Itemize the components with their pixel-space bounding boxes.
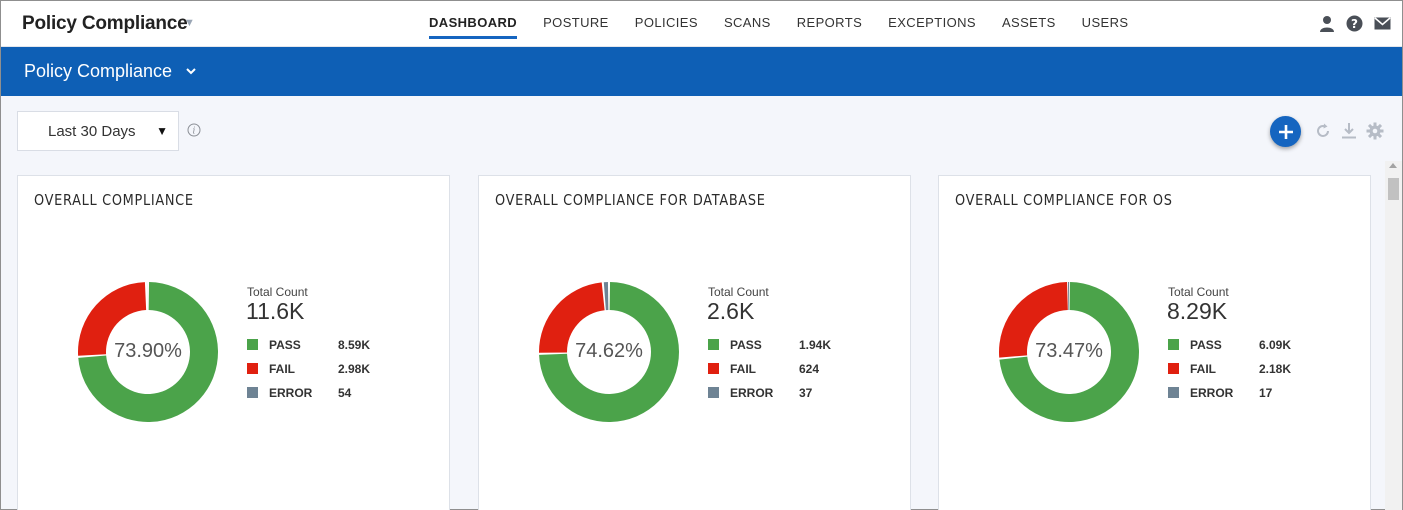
legend-item-error[interactable]: ERROR 37: [708, 386, 878, 400]
legend-label: FAIL: [269, 362, 295, 376]
compliance-card: OVERALL COMPLIANCE 73.90% Total Count 11…: [17, 175, 450, 510]
plus-icon: [1278, 124, 1293, 139]
tab-policies[interactable]: POLICIES: [634, 15, 698, 30]
donut-slice-fail[interactable]: [539, 282, 605, 353]
legend-item-error[interactable]: ERROR 54: [247, 386, 417, 400]
legend-item-error[interactable]: ERROR 17: [1168, 386, 1338, 400]
chevron-down-icon[interactable]: [184, 64, 198, 78]
tab-scans[interactable]: SCANS: [723, 15, 771, 30]
total-count-value: 11.6K: [246, 298, 305, 324]
donut-chart[interactable]: [539, 282, 679, 422]
total-count-label: Total Count: [1168, 285, 1229, 299]
compliance-percent: 73.90%: [114, 340, 182, 362]
pass-swatch: [708, 339, 719, 350]
error-swatch: [1168, 387, 1179, 398]
legend-label: ERROR: [269, 386, 313, 400]
legend-item-fail[interactable]: FAIL 624: [708, 362, 878, 376]
legend-item-fail[interactable]: FAIL 2.18K: [1168, 362, 1338, 376]
user-icon[interactable]: [1317, 14, 1336, 33]
card-title: OVERALL COMPLIANCE FOR OS: [955, 191, 1173, 209]
compliance-percent: 74.62%: [575, 340, 643, 362]
fail-swatch: [247, 363, 258, 374]
total-count-label: Total Count: [247, 285, 308, 299]
module-bar: Policy Compliance: [1, 47, 1402, 96]
legend-value: 8.59K: [338, 338, 371, 352]
legend-label: FAIL: [730, 362, 756, 376]
svg-text:i: i: [193, 127, 196, 137]
legend-label: PASS: [730, 338, 762, 352]
tab-posture[interactable]: POSTURE: [543, 15, 609, 30]
donut-chart[interactable]: [78, 282, 218, 422]
legend-value: 2.18K: [1259, 362, 1292, 376]
add-widget-button[interactable]: [1270, 116, 1301, 147]
legend-item-pass[interactable]: PASS 8.59K: [247, 338, 417, 352]
legend-item-pass[interactable]: PASS 6.09K: [1168, 338, 1338, 352]
tab-dashboard[interactable]: DASHBOARD: [416, 1, 530, 47]
settings-icon[interactable]: [1366, 122, 1384, 140]
donut-slice-pass[interactable]: [999, 282, 1139, 422]
legend-value: 6.09K: [1259, 338, 1292, 352]
legend-label: PASS: [269, 338, 301, 352]
date-range-select[interactable]: Last 30 Days ▼: [17, 111, 179, 151]
fail-swatch: [708, 363, 719, 374]
donut-slice-fail[interactable]: [78, 282, 147, 356]
compliance-card: OVERALL COMPLIANCE FOR DATABASE 74.62% T…: [478, 175, 911, 510]
total-count-label: Total Count: [708, 285, 769, 299]
donut-slice-pass[interactable]: [539, 282, 679, 422]
donut-slice-error[interactable]: [1067, 282, 1070, 311]
help-icon[interactable]: ?: [1345, 14, 1364, 33]
svg-text:?: ?: [1351, 17, 1358, 31]
refresh-icon[interactable]: [1314, 122, 1332, 140]
tab-exceptions[interactable]: EXCEPTIONS: [888, 15, 976, 30]
pass-swatch: [1168, 339, 1179, 350]
module-title[interactable]: Policy Compliance: [24, 61, 173, 81]
donut-slice-pass[interactable]: [78, 282, 218, 422]
tab-users[interactable]: USERS: [1081, 15, 1129, 30]
donut-slice-fail[interactable]: [999, 282, 1068, 358]
legend-item-pass[interactable]: PASS 1.94K: [708, 338, 878, 352]
fail-swatch: [1168, 363, 1179, 374]
top-icons: ?: [1317, 14, 1392, 33]
legend-value: 54: [338, 386, 352, 400]
tab-reports[interactable]: REPORTS: [796, 15, 863, 30]
legend-label: ERROR: [730, 386, 774, 400]
legend-value: 624: [799, 362, 820, 376]
mail-icon[interactable]: [1373, 14, 1392, 33]
error-swatch: [708, 387, 719, 398]
donut-slice-error[interactable]: [603, 282, 609, 311]
compliance-card: OVERALL COMPLIANCE FOR OS 73.47% Total C…: [938, 175, 1371, 510]
app-switcher-caret-icon[interactable]: ▼: [184, 17, 195, 29]
date-range-value: Last 30 Days: [48, 123, 136, 140]
total-count-value: 2.6K: [707, 298, 755, 324]
scroll-thumb[interactable]: [1388, 178, 1399, 200]
scroll-up-arrow-icon[interactable]: [1389, 163, 1397, 168]
app-title[interactable]: Policy Compliance: [22, 13, 188, 34]
legend-label: PASS: [1190, 338, 1222, 352]
legend-label: ERROR: [1190, 386, 1234, 400]
legend-value: 2.98K: [338, 362, 371, 376]
tab-assets[interactable]: ASSETS: [1001, 15, 1056, 30]
legend-value: 17: [1259, 386, 1273, 400]
legend-value: 37: [799, 386, 813, 400]
compliance-percent: 73.47%: [1035, 340, 1103, 362]
legend-value: 1.94K: [799, 338, 832, 352]
nav-tabs: DASHBOARD POSTURE POLICIES SCANS REPORTS…: [416, 1, 1141, 47]
dropdown-arrow-icon: ▼: [156, 124, 168, 138]
donut-chart[interactable]: [999, 282, 1139, 422]
info-icon[interactable]: i: [187, 123, 201, 137]
top-nav: Policy Compliance ▼ DASHBOARD POSTURE PO…: [1, 1, 1402, 47]
card-title: OVERALL COMPLIANCE FOR DATABASE: [495, 191, 766, 209]
vertical-scrollbar[interactable]: [1385, 161, 1402, 510]
error-swatch: [247, 387, 258, 398]
legend-label: FAIL: [1190, 362, 1216, 376]
pass-swatch: [247, 339, 258, 350]
download-icon[interactable]: [1340, 122, 1358, 140]
card-title: OVERALL COMPLIANCE: [34, 191, 194, 209]
legend-item-fail[interactable]: FAIL 2.98K: [247, 362, 417, 376]
total-count-value: 8.29K: [1167, 298, 1228, 324]
